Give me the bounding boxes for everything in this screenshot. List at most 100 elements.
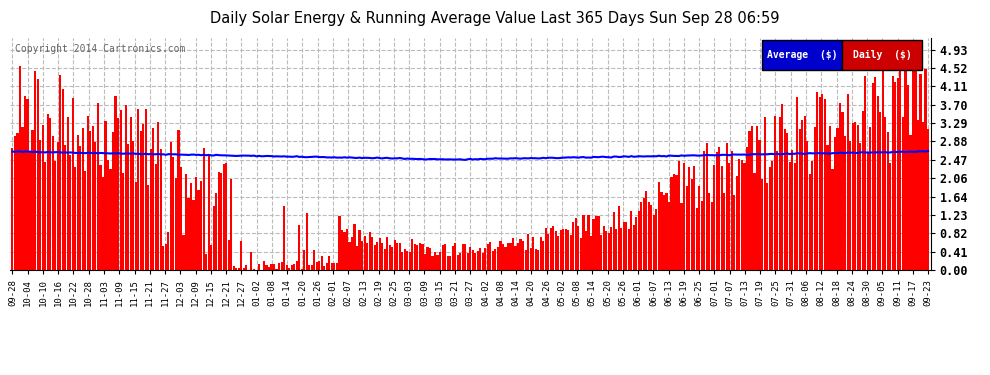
Bar — [308, 266, 310, 270]
Bar — [799, 129, 801, 270]
Bar — [489, 242, 491, 270]
Bar — [368, 232, 370, 270]
Bar — [182, 235, 184, 270]
Bar — [721, 165, 723, 270]
Bar — [190, 183, 192, 270]
Bar — [665, 193, 667, 270]
Bar — [69, 155, 71, 270]
Bar — [99, 165, 102, 270]
Bar — [39, 140, 42, 270]
Bar — [61, 89, 63, 270]
Bar — [220, 173, 223, 270]
Bar — [449, 256, 451, 270]
Bar — [223, 164, 225, 270]
Bar — [112, 132, 114, 270]
Bar — [910, 135, 912, 270]
Bar — [208, 156, 210, 270]
Bar — [897, 78, 899, 270]
Bar — [729, 164, 731, 270]
Bar — [701, 201, 703, 270]
Bar — [268, 267, 270, 270]
Bar — [56, 142, 58, 270]
Bar — [414, 244, 416, 270]
Bar — [429, 248, 431, 270]
Bar — [663, 195, 665, 270]
Bar — [874, 77, 876, 270]
Bar — [394, 240, 396, 270]
Bar — [187, 198, 189, 270]
Bar — [894, 82, 897, 270]
Bar — [84, 171, 86, 270]
Bar — [631, 211, 633, 270]
Bar — [698, 186, 700, 270]
Bar — [419, 243, 421, 270]
Bar — [641, 202, 643, 270]
Bar — [466, 253, 469, 270]
Bar — [353, 224, 355, 270]
Bar — [348, 242, 350, 270]
Bar — [432, 256, 434, 270]
Bar — [154, 164, 156, 270]
Bar — [892, 76, 894, 270]
Bar — [869, 127, 871, 270]
Bar — [741, 160, 743, 270]
Bar — [756, 126, 758, 270]
Bar — [603, 226, 605, 270]
Bar — [794, 164, 796, 270]
Bar — [927, 129, 930, 270]
Bar — [132, 141, 135, 270]
Bar — [905, 65, 907, 270]
Bar — [471, 250, 474, 270]
Bar — [94, 142, 96, 270]
Bar — [827, 145, 829, 270]
Bar — [172, 158, 174, 270]
Bar — [437, 255, 439, 270]
Bar — [64, 145, 66, 270]
Bar — [804, 116, 806, 270]
Bar — [406, 251, 409, 270]
Bar — [102, 177, 104, 270]
Bar — [442, 245, 444, 270]
Bar — [683, 163, 685, 270]
Bar — [280, 262, 283, 270]
Bar — [358, 230, 360, 270]
Bar — [625, 222, 628, 270]
Bar — [356, 246, 358, 270]
Bar — [864, 75, 866, 270]
Bar — [887, 132, 889, 270]
Bar — [97, 103, 99, 270]
Bar — [618, 206, 620, 270]
Bar — [454, 243, 456, 270]
Bar — [50, 118, 51, 270]
Bar — [543, 240, 545, 270]
Bar — [784, 129, 786, 270]
Bar — [605, 231, 607, 270]
Bar — [283, 206, 285, 270]
Bar — [675, 175, 677, 270]
Bar — [479, 248, 481, 270]
Bar — [250, 252, 252, 270]
Bar — [148, 185, 149, 270]
Bar — [318, 261, 321, 270]
Bar — [643, 198, 644, 270]
Bar — [889, 163, 891, 270]
Bar — [494, 249, 496, 270]
Bar — [384, 249, 386, 270]
Bar — [907, 85, 909, 270]
Bar — [185, 174, 187, 270]
Bar — [552, 226, 554, 270]
Bar — [522, 241, 524, 270]
Bar — [366, 243, 368, 270]
Bar — [647, 202, 649, 270]
Bar — [507, 243, 509, 270]
Bar — [791, 150, 793, 270]
Bar — [844, 136, 846, 270]
Bar — [464, 244, 466, 270]
Bar — [145, 109, 147, 270]
Bar — [14, 136, 16, 270]
Bar — [590, 236, 592, 270]
Bar — [763, 117, 765, 270]
Bar — [200, 181, 202, 270]
Bar — [218, 172, 220, 270]
Bar — [350, 237, 353, 270]
